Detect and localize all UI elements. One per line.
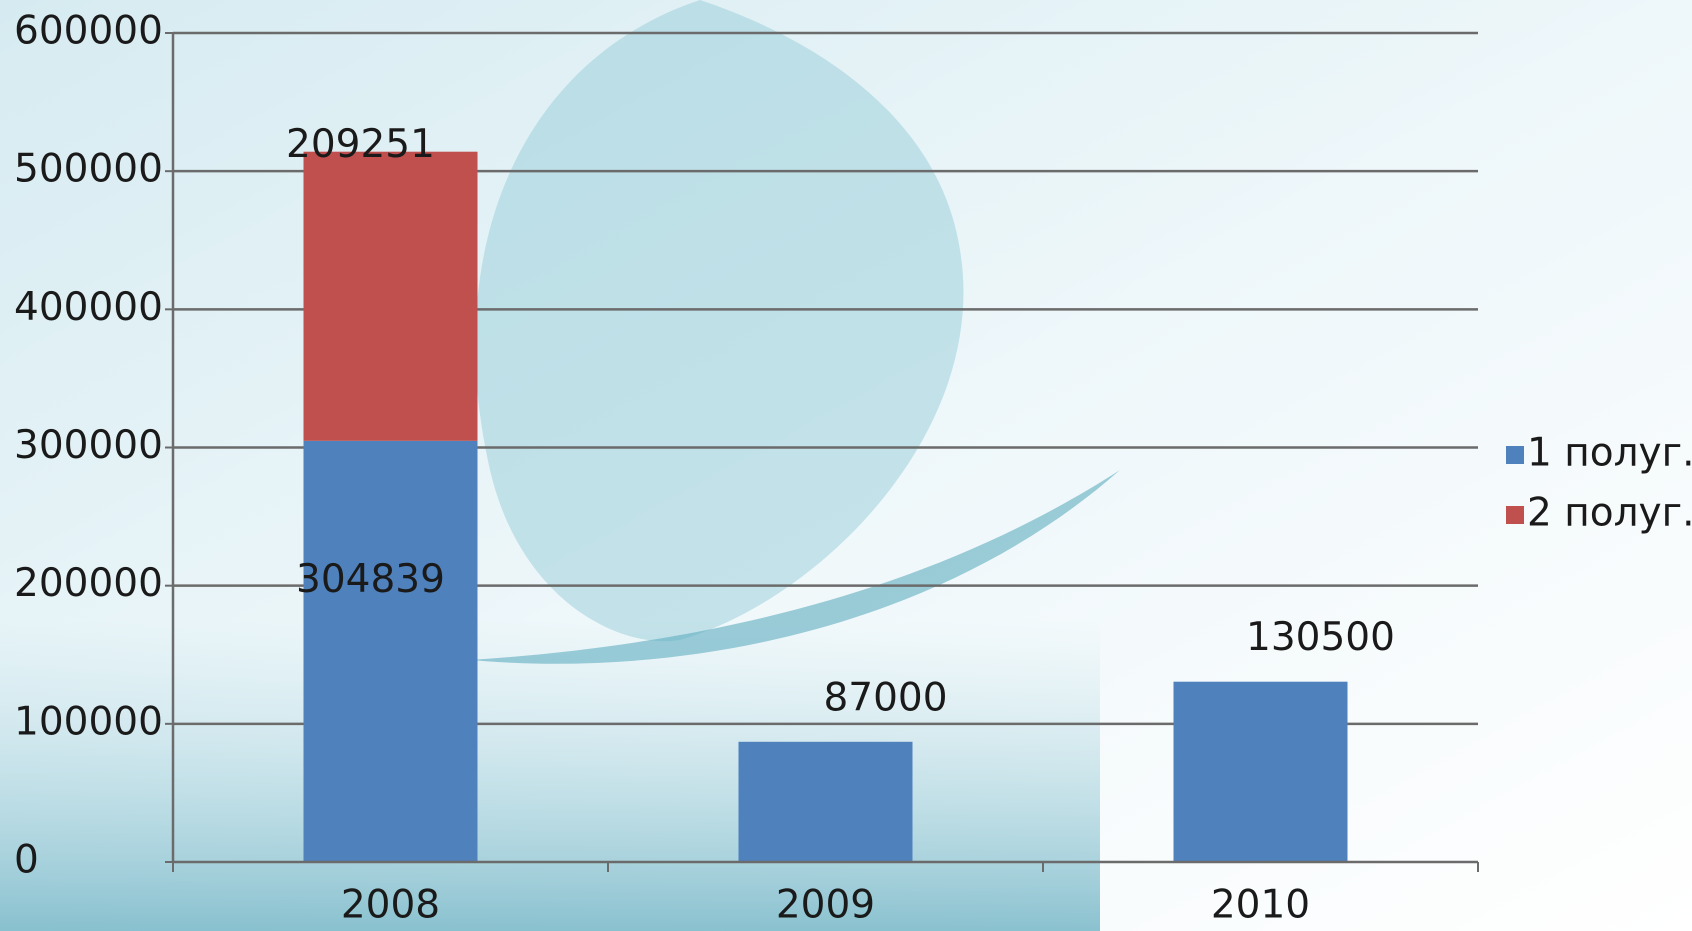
x-tick-label: 2008	[341, 883, 440, 928]
y-tick-label: 0	[14, 838, 39, 883]
legend-swatch	[1506, 506, 1524, 524]
y-tick-label: 200000	[14, 561, 163, 606]
plot-area: 0 100000 200000 300000 400000 500000 600000 200…	[14, 9, 1692, 928]
data-label: 130500	[1246, 615, 1395, 660]
y-tick-label: 500000	[14, 147, 163, 192]
legend-label: 1 полуг.	[1527, 431, 1692, 476]
y-tick-label: 600000	[14, 9, 163, 54]
leaf-decoration	[470, 470, 1120, 664]
x-tick-label: 2009	[776, 883, 875, 928]
data-label: 209251	[286, 122, 435, 167]
leaf-decoration	[475, 0, 964, 642]
y-tick-label: 100000	[14, 699, 163, 744]
legend-swatch	[1506, 446, 1524, 464]
legend-label: 2 полуг.	[1527, 491, 1692, 536]
data-label: 304839	[296, 557, 445, 602]
bar-segment	[738, 741, 913, 862]
bar-segment	[303, 440, 478, 862]
water-decoration	[0, 620, 1100, 931]
x-tick-label: 2010	[1211, 883, 1310, 928]
data-label: 87000	[823, 675, 947, 720]
bar-segment	[1173, 681, 1348, 862]
bar-segment	[303, 151, 478, 441]
y-tick-label: 300000	[14, 423, 163, 468]
y-tick-label: 400000	[14, 285, 163, 330]
